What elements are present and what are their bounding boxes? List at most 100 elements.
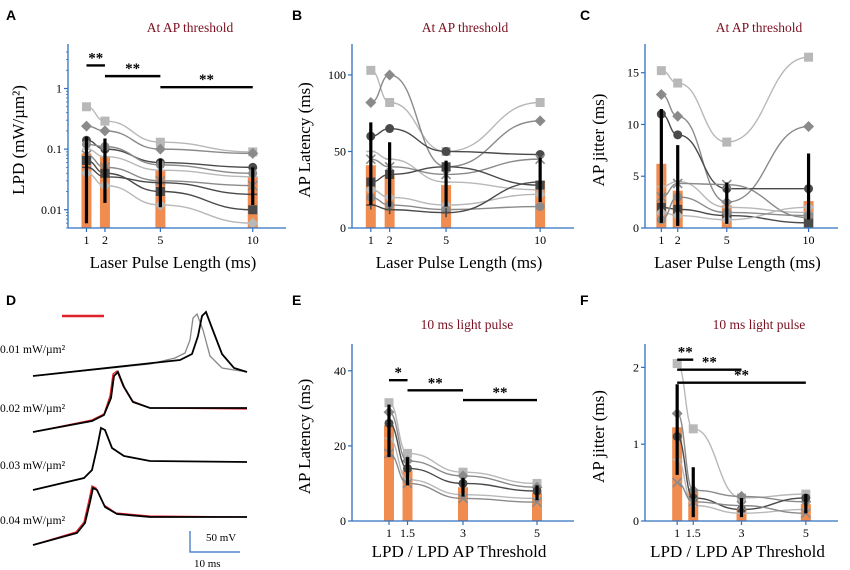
individual-line [661, 206, 809, 221]
data-point [803, 121, 815, 133]
x-tick-label: 1.5 [400, 526, 415, 540]
x-tick-label: 10 [247, 233, 259, 247]
x-tick-label: 5 [443, 233, 449, 247]
y-tick-label: 40 [334, 364, 346, 378]
x-tick-label: 1 [368, 233, 374, 247]
data-point [403, 448, 412, 458]
data-point [673, 130, 683, 140]
x-tick-label: 1 [674, 526, 680, 540]
data-point [736, 490, 747, 502]
data-point [531, 497, 543, 508]
y-tick-label: 100 [328, 68, 346, 82]
x-tick-label: 1 [386, 526, 392, 540]
y-tick-label: 0.1 [47, 142, 62, 156]
x-axis-label: Laser Pulse Length (ms) [376, 253, 543, 272]
significance-label: * [395, 365, 403, 381]
individual-line [388, 411, 538, 488]
individual-line [370, 189, 541, 206]
y-tick-label: 0 [340, 221, 346, 235]
y-axis-label: AP jitter (ms) [589, 390, 608, 483]
x-tick-label: 1 [658, 233, 664, 247]
panel-b-chart: 0 50 100 1 2 5 10 At AP threshold Laser Pulse Le… [295, 20, 574, 272]
data-point [688, 424, 698, 434]
data-point [441, 146, 451, 156]
panel-c-chart: 0 5 10 15 1 2 5 10 At AP threshold Laser Pulse Le… [589, 20, 838, 272]
data-point [673, 78, 683, 88]
individual-line [86, 172, 253, 224]
y-axis-label: AP jitter (ms) [589, 94, 608, 187]
data-point [656, 66, 666, 76]
data-point [154, 143, 166, 155]
scale-bar [189, 531, 240, 553]
significance-label: ** [88, 50, 103, 66]
data-point [365, 97, 377, 109]
x-tick-label: 3 [460, 526, 466, 540]
significance-label: ** [702, 355, 717, 371]
individual-line [86, 139, 253, 169]
data-point [672, 477, 683, 488]
trace-0-04-red [32, 485, 248, 546]
trace-label: 0.03 mW/µm² [0, 460, 66, 472]
panel-letter-b: B [292, 7, 302, 23]
data-point [385, 98, 395, 108]
y-tick-label: 20 [334, 439, 346, 453]
individual-line [370, 166, 541, 186]
significance-label: ** [734, 368, 749, 384]
scale-time-label: 10 ms [194, 558, 221, 570]
individual-line [86, 166, 253, 195]
data-point [155, 137, 165, 147]
individual-line [370, 150, 541, 191]
data-point [672, 359, 682, 369]
y-tick-label: 0.01 [41, 203, 62, 217]
x-tick-label: 10 [534, 233, 546, 247]
individual-line [370, 181, 541, 214]
y-tick-label: 10 [627, 117, 639, 131]
data-point [100, 116, 110, 126]
y-tick-label: 0 [340, 514, 346, 528]
individual-line [370, 196, 541, 211]
chart-title: 10 ms light pulse [713, 317, 806, 332]
chart-title: At AP threshold [147, 20, 234, 35]
data-point [441, 208, 451, 218]
individual-line [86, 148, 253, 178]
individual-line [676, 362, 806, 499]
individual-line [388, 422, 538, 492]
x-tick-label: 2 [675, 233, 681, 247]
y-axis-label: AP Latency (ms) [295, 82, 314, 198]
data-point [534, 115, 546, 127]
data-point [655, 88, 667, 100]
significance-label: ** [428, 375, 443, 391]
data-point [804, 218, 814, 228]
significance-label: ** [678, 345, 693, 361]
individual-line [661, 182, 809, 219]
scale-voltage-label: 50 mV [206, 532, 236, 544]
data-point [247, 217, 259, 229]
x-tick-label: 2 [387, 233, 393, 247]
individual-line [676, 481, 806, 515]
data-point [804, 52, 814, 62]
data-point [81, 102, 91, 112]
data-point [535, 98, 545, 108]
trace-0-02-red [32, 369, 248, 433]
panel-e-chart: 0 20 40 1 1.5 3 5 10 ms light pulse LPD / LPD AP… [295, 317, 574, 561]
data-point [80, 120, 92, 132]
x-tick-label: 5 [724, 233, 730, 247]
data-point [384, 398, 394, 408]
y-tick-label: 1 [633, 437, 639, 451]
y-tick-label: 15 [627, 66, 639, 80]
panel-f-chart: 0 1 2 1 1.5 3 5 10 ms light pulse LPD / LPD AP T… [589, 317, 838, 561]
individual-line [676, 412, 806, 503]
panel-letter-e: E [292, 292, 301, 308]
y-tick-label: 5 [633, 169, 639, 183]
individual-line [388, 452, 538, 503]
significance-label: ** [493, 385, 508, 401]
x-tick-label: 2 [102, 233, 108, 247]
trace-0-04 [32, 486, 247, 546]
y-tick-label: 50 [334, 144, 346, 158]
individual-line [661, 56, 809, 143]
individual-line [86, 143, 253, 174]
trace-label: 0.01 mW/µm² [0, 344, 66, 356]
individual-line [661, 196, 809, 221]
data-point [722, 137, 732, 147]
